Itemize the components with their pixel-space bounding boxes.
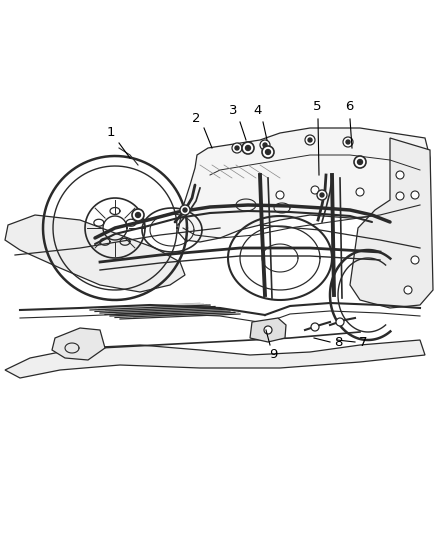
Circle shape (357, 159, 363, 165)
Text: 3: 3 (229, 103, 237, 117)
Text: 8: 8 (334, 335, 342, 349)
Circle shape (311, 186, 319, 194)
Polygon shape (52, 328, 105, 360)
Circle shape (180, 205, 190, 215)
Text: 2: 2 (192, 111, 200, 125)
Circle shape (343, 137, 353, 147)
Circle shape (346, 140, 350, 144)
Text: 9: 9 (269, 349, 277, 361)
Text: 7: 7 (359, 335, 367, 349)
Text: 1: 1 (107, 126, 115, 140)
Circle shape (263, 143, 267, 147)
Circle shape (404, 286, 412, 294)
Polygon shape (5, 340, 425, 378)
Circle shape (135, 213, 141, 217)
Circle shape (354, 156, 366, 168)
Circle shape (305, 135, 315, 145)
Circle shape (317, 190, 327, 200)
Circle shape (411, 191, 419, 199)
Circle shape (232, 143, 242, 153)
Circle shape (396, 192, 404, 200)
Circle shape (276, 191, 284, 199)
Circle shape (235, 146, 239, 150)
Text: 6: 6 (345, 101, 353, 114)
Text: 4: 4 (254, 103, 262, 117)
Circle shape (132, 209, 144, 221)
Circle shape (262, 146, 274, 158)
Circle shape (242, 142, 254, 154)
Circle shape (265, 149, 271, 155)
Polygon shape (250, 318, 286, 342)
Circle shape (396, 171, 404, 179)
Circle shape (336, 318, 344, 326)
Circle shape (260, 140, 270, 150)
Circle shape (311, 323, 319, 331)
Polygon shape (350, 138, 433, 308)
Circle shape (411, 256, 419, 264)
Circle shape (308, 138, 312, 142)
Polygon shape (5, 215, 185, 292)
Polygon shape (178, 128, 430, 242)
Circle shape (320, 193, 324, 197)
Circle shape (246, 146, 251, 150)
Text: 5: 5 (313, 101, 321, 114)
Circle shape (183, 208, 187, 212)
Circle shape (356, 188, 364, 196)
Circle shape (264, 326, 272, 334)
